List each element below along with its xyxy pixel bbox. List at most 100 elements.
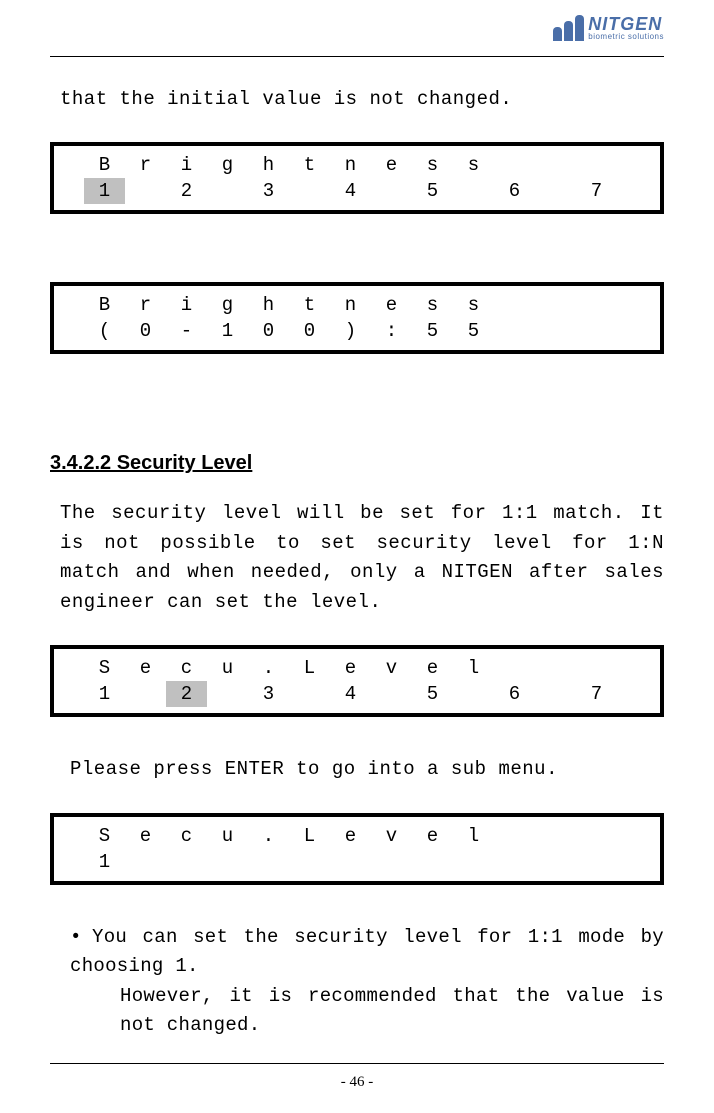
lcd-cell: [576, 318, 617, 344]
lcd-cell: s: [412, 152, 453, 178]
lcd-row: Secu.Level: [54, 655, 660, 681]
lcd-cell: l: [453, 823, 494, 849]
lcd-cell: 7: [576, 681, 617, 707]
lcd-cell: v: [371, 823, 412, 849]
lcd-cell: 5: [412, 318, 453, 344]
lcd-cell: 1: [84, 178, 125, 204]
lcd-cell: e: [412, 655, 453, 681]
lcd-cell: :: [371, 318, 412, 344]
intro-text: that the initial value is not changed.: [60, 85, 664, 114]
lcd-cell: t: [289, 152, 330, 178]
lcd-row: Secu.Level: [54, 823, 660, 849]
lcd-cell: 5: [453, 318, 494, 344]
lcd-cell: [617, 849, 658, 875]
lcd-cell: i: [166, 292, 207, 318]
bullet-line2: However, it is recommended that the valu…: [120, 985, 664, 1036]
lcd-cell: 3: [248, 178, 289, 204]
lcd-cell: [617, 318, 658, 344]
logo-main: NITGEN: [588, 15, 664, 33]
lcd-cell: e: [412, 823, 453, 849]
lcd-cell: [412, 849, 453, 875]
lcd-brightness-scale: Brightness1234567: [50, 142, 664, 214]
lcd-cell: 2: [166, 178, 207, 204]
lcd-security-value: Secu.Level1: [50, 813, 664, 885]
lcd-cell: [494, 849, 535, 875]
lcd-cell: 3: [248, 681, 289, 707]
lcd-cell: e: [371, 152, 412, 178]
bullet-line1: You can set the security level for 1:1 m…: [70, 926, 664, 977]
lcd-cell: [494, 823, 535, 849]
lcd-cell: [576, 655, 617, 681]
lcd-cell: 0: [248, 318, 289, 344]
lcd-brightness-value: Brightness(0-100):55: [50, 282, 664, 354]
lcd-cell: [289, 849, 330, 875]
lcd-row: 1: [54, 849, 660, 875]
lcd-cell: [125, 681, 166, 707]
lcd-cell: B: [84, 152, 125, 178]
lcd-cell: n: [330, 292, 371, 318]
header: NITGEN biometric solutions: [50, 0, 664, 57]
lcd-cell: [535, 318, 576, 344]
lcd-cell: -: [166, 318, 207, 344]
lcd-cell: u: [207, 655, 248, 681]
lcd-cell: (: [84, 318, 125, 344]
lcd-cell: 2: [166, 681, 207, 707]
lcd-cell: r: [125, 152, 166, 178]
lcd-cell: S: [84, 823, 125, 849]
lcd-cell: [535, 655, 576, 681]
lcd-cell: [453, 849, 494, 875]
lcd-cell: [617, 178, 658, 204]
lcd-cell: 1: [84, 849, 125, 875]
lcd-cell: [207, 681, 248, 707]
lcd-cell: 0: [125, 318, 166, 344]
lcd-cell: n: [330, 152, 371, 178]
lcd-cell: 5: [412, 178, 453, 204]
lcd-cell: [535, 178, 576, 204]
lcd-cell: 1: [207, 318, 248, 344]
lcd-cell: [494, 318, 535, 344]
lcd-cell: [166, 849, 207, 875]
section-body: The security level will be set for 1:1 m…: [60, 499, 664, 617]
lcd-cell: 7: [576, 178, 617, 204]
lcd-cell: [207, 849, 248, 875]
lcd-cell: ): [330, 318, 371, 344]
lcd-cell: h: [248, 292, 289, 318]
lcd-cell: [494, 292, 535, 318]
lcd-cell: [576, 152, 617, 178]
lcd-row: Brightness: [54, 292, 660, 318]
lcd-cell: s: [453, 152, 494, 178]
lcd-cell: r: [125, 292, 166, 318]
lcd-row: Brightness: [54, 152, 660, 178]
lcd-cell: [248, 849, 289, 875]
lcd-cell: [617, 681, 658, 707]
lcd-cell: [617, 292, 658, 318]
lcd-cell: 1: [84, 681, 125, 707]
lcd-cell: e: [371, 292, 412, 318]
lcd-cell: [207, 178, 248, 204]
lcd-cell: 5: [412, 681, 453, 707]
lcd-cell: [617, 152, 658, 178]
lcd-cell: v: [371, 655, 412, 681]
lcd-cell: 6: [494, 178, 535, 204]
lcd-security-scale: Secu.Level1234567: [50, 645, 664, 717]
lcd-cell: [576, 823, 617, 849]
logo-sub: biometric solutions: [588, 33, 664, 41]
lcd-cell: 0: [289, 318, 330, 344]
logo-bars-icon: [553, 15, 584, 41]
page: NITGEN biometric solutions that the init…: [0, 0, 714, 1113]
lcd-cell: [371, 849, 412, 875]
lcd-cell: e: [330, 823, 371, 849]
lcd-cell: [289, 178, 330, 204]
lcd-cell: u: [207, 823, 248, 849]
lcd-cell: B: [84, 292, 125, 318]
lcd-cell: c: [166, 823, 207, 849]
lcd-cell: [330, 849, 371, 875]
lcd-cell: g: [207, 292, 248, 318]
page-number: - 46 -: [341, 1074, 374, 1090]
lcd-cell: s: [453, 292, 494, 318]
lcd-cell: [453, 178, 494, 204]
lcd-cell: l: [453, 655, 494, 681]
lcd-cell: [125, 849, 166, 875]
lcd-cell: s: [412, 292, 453, 318]
lcd-cell: S: [84, 655, 125, 681]
